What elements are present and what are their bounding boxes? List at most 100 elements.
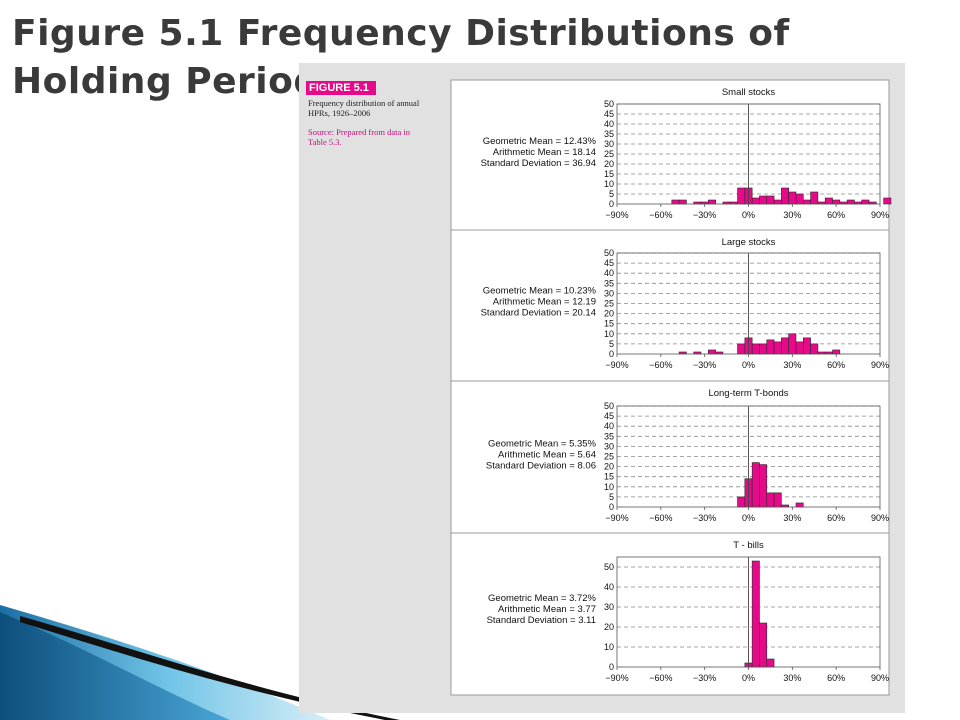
x-tick-label: 60% [827,513,845,523]
summary-statistic: Arithmetic Mean = 12.19 [493,296,596,307]
histogram-bar [795,193,804,205]
y-tick-label: 5 [609,189,614,199]
y-tick-label: 25 [604,149,614,159]
x-tick-label: −90% [605,210,628,220]
histogram-bar [766,339,775,355]
chart-panel-background [450,532,890,696]
y-tick-label: 40 [604,421,614,431]
histogram-bar [781,187,789,205]
x-tick-label: 30% [783,360,801,370]
histogram-bar [708,349,716,355]
y-tick-label: 0 [609,502,614,512]
y-tick-label: 20 [604,309,614,319]
y-tick-label: 35 [604,129,614,139]
histogram-bar [824,197,833,205]
y-tick-label: 50 [604,401,614,411]
x-tick-label: −90% [605,673,628,683]
histogram-bar [737,496,746,508]
histogram-bar [751,343,760,355]
histogram-bar [708,199,716,205]
x-tick-label: −60% [649,673,672,683]
chart-panel-background [450,79,890,231]
y-tick-label: 15 [604,472,614,482]
histogram-bar [773,492,782,508]
summary-statistic: Standard Deviation = 36.94 [481,158,596,169]
histogram-bar [766,492,775,508]
figure-label: FIGURE 5.1 [306,81,376,95]
summary-statistic: Standard Deviation = 3.11 [487,615,596,626]
y-tick-label: 25 [604,299,614,309]
x-tick-label: −30% [693,513,716,523]
swoosh-dark [0,612,230,720]
x-tick-label: 30% [783,513,801,523]
y-tick-label: 0 [609,349,614,359]
y-tick-label: 30 [604,139,614,149]
histogram-bar [751,462,760,508]
histogram-bar [678,199,687,205]
histogram-bar [788,191,797,205]
y-tick-label: 30 [604,602,614,612]
histogram-bar [766,658,775,668]
y-tick-label: 0 [609,662,614,672]
x-tick-label: 0% [742,210,755,220]
histogram-bar [671,199,680,205]
histogram-bar [759,464,768,508]
y-tick-label: 20 [604,159,614,169]
histogram-bar [759,622,768,668]
histogram-bar [737,187,746,205]
histogram-bar [737,343,746,355]
histogram-bar [802,337,811,355]
summary-statistic: Arithmetic Mean = 3.77 [498,604,596,615]
y-tick-label: 40 [604,268,614,278]
y-tick-label: 5 [609,339,614,349]
x-tick-label: 90% [871,673,889,683]
y-tick-label: 20 [604,462,614,472]
y-tick-label: 40 [604,119,614,129]
chart-title: Long-term T-bonds [708,388,788,399]
histogram-bar [751,560,760,668]
summary-statistic: Geometric Mean = 5.35% [488,438,597,449]
summary-statistic: Standard Deviation = 8.06 [486,460,596,471]
histogram-bar [810,191,819,205]
y-tick-label: 40 [604,582,614,592]
x-tick-label: −60% [649,210,672,220]
summary-statistic: Geometric Mean = 10.23% [483,285,597,296]
x-tick-label: −90% [605,513,628,523]
histogram-bar [773,199,782,205]
y-tick-label: 50 [604,248,614,258]
figure-source: Source: Prepared from data in Table 5.3. [308,127,410,147]
histogram-bar [759,195,768,205]
y-tick-label: 0 [609,199,614,209]
x-tick-label: 60% [827,673,845,683]
histogram-bar [861,199,870,205]
y-tick-label: 10 [604,482,614,492]
summary-statistic: Geometric Mean = 12.43% [483,136,597,147]
x-tick-label: 0% [742,513,755,523]
y-tick-label: 5 [609,492,614,502]
x-tick-label: −30% [693,210,716,220]
x-tick-label: 60% [827,360,845,370]
y-tick-label: 45 [604,411,614,421]
chart-title: T - bills [733,540,764,551]
histogram-bar [883,197,892,205]
y-tick-label: 10 [604,642,614,652]
y-tick-label: 15 [604,169,614,179]
y-tick-label: 45 [604,258,614,268]
y-tick-label: 50 [604,562,614,572]
x-tick-label: 90% [871,513,889,523]
y-tick-label: 20 [604,622,614,632]
histogram-bar [751,197,760,205]
x-tick-label: 30% [783,210,801,220]
x-tick-label: −90% [605,360,628,370]
y-tick-label: 35 [604,431,614,441]
histogram-bar [802,199,811,205]
chart-panel-4: 0 10 20 30 40 50 −90% −60% −30% 0% 30% 60% 90% T - bi… [450,532,890,696]
histogram-bar [773,341,782,355]
slide-title: Figure 5.1 Frequency Distributions of Ho… [12,13,790,102]
summary-statistic: Arithmetic Mean = 18.14 [493,147,596,158]
histogram-bar [766,195,775,205]
